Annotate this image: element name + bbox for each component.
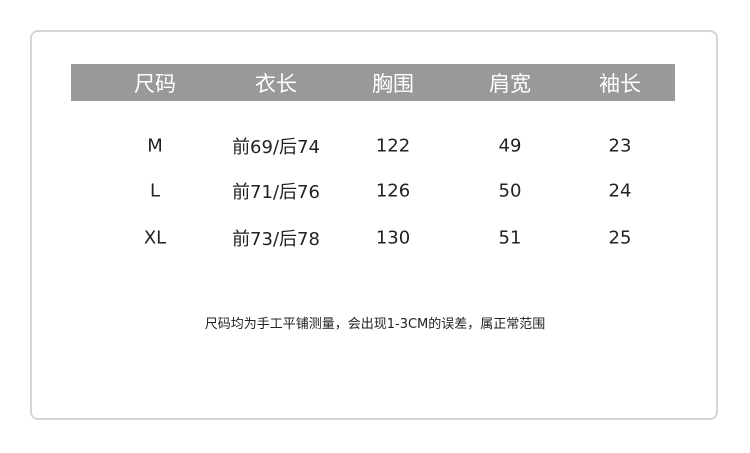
table-cell: 130 <box>375 227 411 249</box>
column-header: 肩宽 <box>489 72 531 96</box>
table-cell: 24 <box>608 180 632 202</box>
column-header: 尺码 <box>134 72 176 96</box>
table-cell: XL <box>143 227 167 249</box>
table-cell: 122 <box>375 135 411 157</box>
table-cell: 50 <box>498 180 522 202</box>
table-header-bar <box>71 64 675 101</box>
column-header: 袖长 <box>599 72 641 96</box>
table-cell: 126 <box>375 180 411 202</box>
column-header: 胸围 <box>372 72 414 96</box>
table-cell: 前71/后76 <box>232 182 320 203</box>
column-header: 衣长 <box>255 72 297 96</box>
table-cell: 前73/后78 <box>232 229 320 250</box>
table-cell: 49 <box>498 135 522 157</box>
table-cell: M <box>147 135 163 157</box>
table-cell: 25 <box>608 227 632 249</box>
table-cell: 51 <box>498 227 522 249</box>
table-cell: L <box>149 180 161 202</box>
table-cell: 前69/后74 <box>232 137 320 158</box>
table-cell: 23 <box>608 135 632 157</box>
measurement-note: 尺码均为手工平铺测量，会出现1-3CM的误差，属正常范围 <box>204 317 546 332</box>
size-chart-card <box>30 30 718 420</box>
